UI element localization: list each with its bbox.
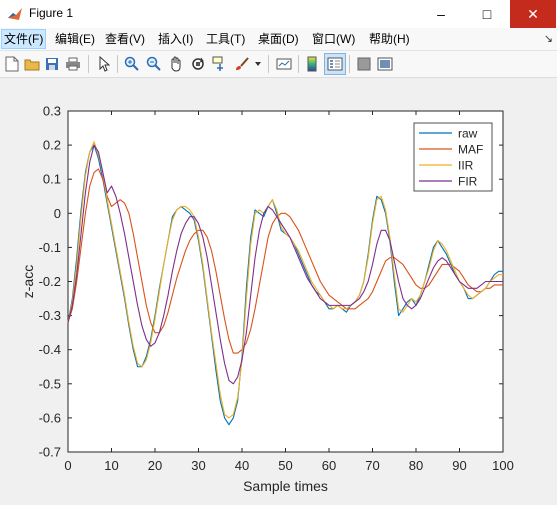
line-chart[interactable]: 0 10 20 30 40 50 60 70 80 90 100 0.3 0.2 0.1 0 -0.1 -0.… xyxy=(0,78,557,500)
x-tick-label: 30 xyxy=(191,458,205,473)
window-title: Figure 1 xyxy=(29,6,74,20)
x-tick-label: 100 xyxy=(492,458,514,473)
series-line-maf xyxy=(67,168,503,354)
x-tick-label: 80 xyxy=(409,458,423,473)
show-plot-tools-icon[interactable] xyxy=(375,54,395,74)
insert-colorbar-icon[interactable] xyxy=(302,54,322,74)
toolbar-separator xyxy=(268,55,269,73)
x-axis-label: Sample times xyxy=(243,478,328,494)
toolbar-separator xyxy=(117,55,118,73)
figure-canvas: 0 10 20 30 40 50 60 70 80 90 100 0.3 0.2 0.1 0 -0.1 -0.… xyxy=(0,78,557,500)
rotate-3d-icon[interactable] xyxy=(188,54,208,74)
insert-legend-icon[interactable] xyxy=(324,53,346,75)
x-tick-label: 50 xyxy=(278,458,292,473)
brush-icon[interactable] xyxy=(232,54,252,74)
y-axis-label: z-acc xyxy=(20,265,36,298)
toolbar-separator xyxy=(349,55,350,73)
y-tick-label: -0.1 xyxy=(39,240,61,255)
x-tick-label: 60 xyxy=(322,458,336,473)
menu-insert[interactable]: 插入(I) xyxy=(158,32,194,46)
maximize-button[interactable]: □ xyxy=(482,6,492,22)
dock-arrow-icon[interactable]: ↘ xyxy=(543,33,553,45)
legend-label-raw: raw xyxy=(458,127,478,141)
legend[interactable]: raw MAF IIR FIR xyxy=(413,122,493,192)
y-tick-label: 0.1 xyxy=(43,172,61,187)
toolbar-separator xyxy=(88,55,89,73)
y-tick-label: -0.3 xyxy=(39,308,61,323)
x-tick-label: 0 xyxy=(64,458,71,473)
zoom-out-icon[interactable] xyxy=(144,54,164,74)
x-tick-label: 20 xyxy=(148,458,162,473)
new-figure-icon[interactable] xyxy=(2,54,22,74)
link-plot-icon[interactable] xyxy=(274,54,294,74)
plot-lines xyxy=(67,141,503,426)
menu-bar: 文件(F) 编辑(E) 查看(V) 插入(I) 工具(T) 桌面(D) 窗口(W… xyxy=(0,28,557,51)
x-tick-label: 40 xyxy=(235,458,249,473)
x-tick-label: 10 xyxy=(104,458,118,473)
pointer-icon[interactable] xyxy=(94,54,114,74)
menu-window[interactable]: 窗口(W) xyxy=(312,32,356,46)
y-tick-label: 0.2 xyxy=(43,138,61,153)
menu-desktop[interactable]: 桌面(D) xyxy=(258,32,299,46)
print-icon[interactable] xyxy=(63,54,83,74)
data-cursor-icon[interactable] xyxy=(210,54,230,74)
menu-tools[interactable]: 工具(T) xyxy=(206,32,246,46)
y-axis: 0.3 0.2 0.1 0 -0.1 -0.2 -0.3 -0.4 -0.5 -0.6 -0.7 xyxy=(39,104,503,460)
matlab-logo-icon xyxy=(8,8,22,20)
series-line-iir xyxy=(67,141,503,419)
minimize-button[interactable]: – xyxy=(437,6,445,22)
title-bar: Figure 1 – □ ✕ xyxy=(0,0,557,29)
y-tick-label: 0 xyxy=(54,206,61,221)
y-tick-label: -0.5 xyxy=(39,376,61,391)
y-tick-label: -0.2 xyxy=(39,274,61,289)
menu-view[interactable]: 查看(V) xyxy=(105,32,145,46)
y-tick-label: -0.7 xyxy=(39,445,61,460)
pan-icon[interactable] xyxy=(166,54,186,74)
y-tick-label: 0.3 xyxy=(43,104,61,119)
brush-dropdown-icon[interactable] xyxy=(252,54,264,74)
legend-label-maf: MAF xyxy=(458,143,483,157)
legend-box xyxy=(413,122,493,192)
series-line-fir xyxy=(67,144,503,385)
y-tick-label: -0.4 xyxy=(39,342,61,357)
menu-help[interactable]: 帮助(H) xyxy=(369,32,410,46)
menu-edit[interactable]: 编辑(E) xyxy=(55,32,95,46)
hide-plot-tools-icon[interactable] xyxy=(354,54,374,74)
toolbar-separator xyxy=(298,55,299,73)
figure-toolbar xyxy=(0,51,557,78)
x-tick-label: 90 xyxy=(452,458,466,473)
save-icon[interactable] xyxy=(42,54,62,74)
menu-file[interactable]: 文件(F) xyxy=(1,29,47,49)
legend-label-fir: FIR xyxy=(458,175,478,189)
y-tick-label: -0.6 xyxy=(39,410,61,425)
zoom-in-icon[interactable] xyxy=(122,54,142,74)
x-tick-label: 70 xyxy=(365,458,379,473)
close-button[interactable]: ✕ xyxy=(510,0,556,28)
x-axis: 0 10 20 30 40 50 60 70 80 90 100 xyxy=(64,111,514,473)
open-file-icon[interactable] xyxy=(22,54,42,74)
legend-label-iir: IIR xyxy=(458,159,474,173)
